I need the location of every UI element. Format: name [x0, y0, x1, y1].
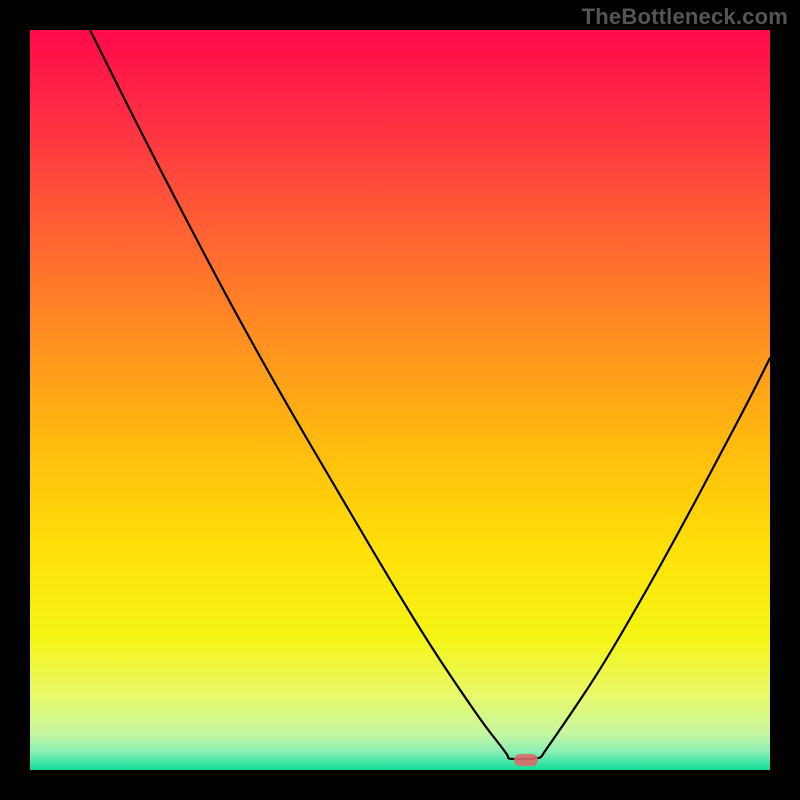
optimum-marker	[514, 754, 538, 766]
chart-frame: TheBottleneck.com	[0, 0, 800, 800]
plot-area	[30, 30, 770, 770]
watermark-text: TheBottleneck.com	[582, 4, 788, 30]
plot-svg	[30, 30, 770, 770]
gradient-background	[30, 30, 770, 770]
